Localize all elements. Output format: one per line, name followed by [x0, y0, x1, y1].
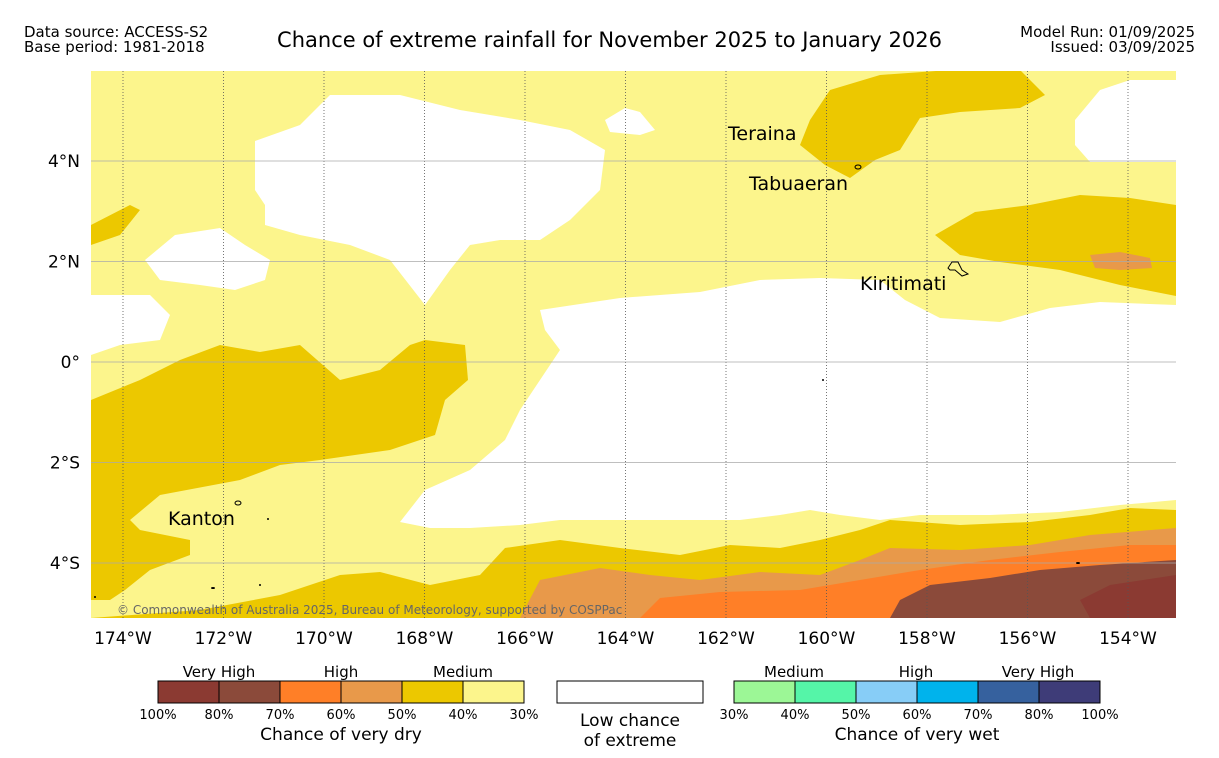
medium-region-east [935, 195, 1176, 296]
kiritimati-island [947, 261, 970, 277]
base-period-label: Base period: 1981-2018 [24, 38, 205, 56]
latitude-label: 4°S [50, 554, 80, 574]
longitude-label: 166°W [496, 629, 554, 649]
dry-tick-label: 70% [266, 708, 295, 723]
longitude-label: 154°W [1099, 629, 1157, 649]
wet-swatch [733, 680, 796, 704]
latitude-label: 4°N [48, 152, 80, 172]
legend: 100% 80% 70% 60% 50% 40% 30% 30% 40% 50% 60% 70% 80… [139, 663, 1118, 751]
dry-colorbar: 100% 80% 70% 60% 50% 40% 30% [139, 680, 539, 723]
longitude-label: 170°W [295, 629, 353, 649]
low-chance-region-small-west [91, 295, 170, 355]
orange-light-region-east [1090, 252, 1152, 270]
low-chance-caption-1: Low chance [580, 711, 680, 731]
wet-tick-label: 100% [1081, 708, 1118, 723]
longitude-labels: 174°W 172°W 170°W 168°W 166°W 164°W 162°W 160°W… [94, 629, 1157, 649]
islet-1 [267, 518, 269, 520]
dry-tick-label: 80% [205, 708, 234, 723]
low-chance-region-northeast [1075, 80, 1176, 162]
map-area [91, 71, 1176, 618]
low-chance-caption-2: of extreme [584, 731, 677, 751]
copyright-notice: © Commonwealth of Australia 2025, Bureau… [117, 603, 622, 617]
low-chance-region-west [145, 228, 270, 290]
wet-swatch [855, 680, 918, 704]
wet-tick-label: 40% [781, 708, 810, 723]
dry-category-medium: Medium [433, 663, 493, 681]
medium-region-west-small [91, 205, 140, 245]
page-title: Chance of extreme rainfall for November … [277, 28, 942, 52]
dry-swatch [462, 680, 525, 704]
data-source-label: Data source: ACCESS-S2 [24, 23, 209, 41]
wet-tick-label: 70% [964, 708, 993, 723]
kanton-island [234, 500, 242, 506]
wet-tick-label: 50% [842, 708, 871, 723]
dry-category-high: High [324, 663, 358, 681]
longitude-label: 160°W [798, 629, 856, 649]
longitude-label: 162°W [697, 629, 755, 649]
model-run-label: Model Run: 01/09/2025 [1020, 23, 1195, 41]
dry-tick-label: 50% [388, 708, 417, 723]
dry-swatch [340, 680, 403, 704]
latitude-label: 2°N [48, 253, 80, 273]
latitude-label: 0° [61, 353, 80, 373]
wet-colorbar: 30% 40% 50% 60% 70% 80% 100% [720, 680, 1119, 723]
longitude-label: 172°W [195, 629, 253, 649]
issued-label: Issued: 03/09/2025 [1050, 38, 1195, 56]
longitude-label: 156°W [999, 629, 1057, 649]
dry-swatch [279, 680, 342, 704]
latitude-labels: 4°N 2°N 0° 2°S 4°S [48, 152, 80, 574]
wet-swatch [977, 680, 1040, 704]
wet-category-high: High [899, 663, 933, 681]
low-chance-region-north [255, 95, 605, 305]
tabuaeran-island [854, 164, 862, 170]
islet-2 [211, 587, 215, 589]
place-label-teraina: Teraina [727, 123, 797, 145]
dry-swatch [401, 680, 464, 704]
dry-tick-label: 40% [449, 708, 478, 723]
dry-tick-label: 60% [327, 708, 356, 723]
dry-tick-label: 100% [139, 708, 176, 723]
low-chance-region-central [400, 278, 1176, 528]
medium-region-teraina [800, 71, 1045, 178]
wet-swatch [1038, 680, 1101, 704]
wet-tick-label: 80% [1025, 708, 1054, 723]
low-chance-box [556, 680, 704, 704]
dry-tick-label: 30% [510, 708, 539, 723]
low-chance-region-small-north [605, 108, 655, 135]
wet-tick-label: 60% [903, 708, 932, 723]
wet-caption: Chance of very wet [835, 725, 1000, 745]
longitude-label: 168°W [396, 629, 454, 649]
islet-3 [259, 584, 261, 586]
grid-lines [91, 71, 1176, 618]
wet-swatch [916, 680, 979, 704]
dry-swatch [218, 680, 281, 704]
longitude-label: 164°W [597, 629, 655, 649]
wet-category-medium: Medium [764, 663, 824, 681]
islet-4 [822, 379, 824, 381]
place-label-tabuaeran: Tabuaeran [748, 173, 848, 195]
dry-swatch [157, 680, 220, 704]
islet-6 [94, 596, 96, 598]
latitude-label: 2°S [50, 454, 80, 474]
longitude-label: 158°W [898, 629, 956, 649]
islet-5 [1076, 562, 1080, 564]
dry-caption: Chance of very dry [260, 725, 422, 745]
wet-category-very-high: Very High [1002, 663, 1075, 681]
wet-tick-label: 30% [720, 708, 749, 723]
place-label-kanton: Kanton [168, 508, 235, 530]
dry-category-very-high: Very High [183, 663, 256, 681]
wet-swatch [794, 680, 857, 704]
longitude-label: 174°W [94, 629, 152, 649]
place-label-kiritimati: Kiritimati [860, 273, 946, 295]
medium-region-west [91, 340, 468, 600]
